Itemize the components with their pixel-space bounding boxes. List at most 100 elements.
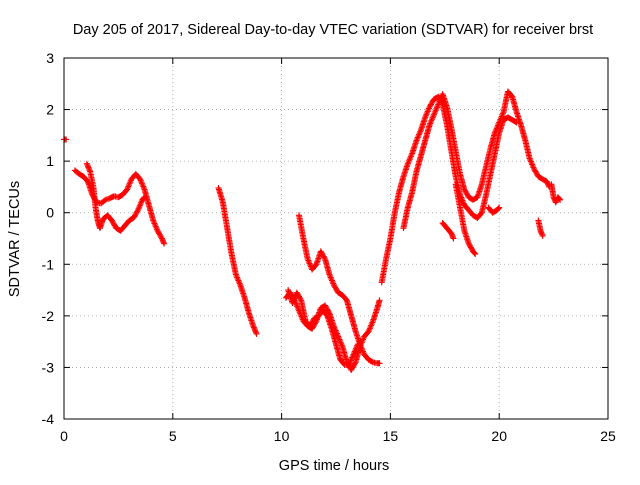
sample-markers <box>383 236 394 261</box>
data-points <box>61 88 564 374</box>
sample-markers <box>487 151 498 176</box>
sample-markers <box>509 95 520 114</box>
sample-markers <box>72 168 82 177</box>
grid-lines <box>64 58 608 419</box>
sample-markers <box>366 319 376 333</box>
sample-markers <box>548 182 557 199</box>
sample-markers <box>112 193 120 200</box>
sample-markers <box>92 205 101 223</box>
sample-markers <box>553 195 561 205</box>
sample-markers <box>400 206 411 230</box>
sample-markers <box>131 208 141 220</box>
sample-markers <box>496 118 507 135</box>
y-tick-label: -1 <box>42 256 55 272</box>
sample-markers <box>409 169 420 194</box>
sample-markers <box>374 298 383 310</box>
sample-markers <box>371 359 379 366</box>
series-arc-8 <box>378 93 520 286</box>
sample-markers <box>483 146 494 168</box>
sample-markers <box>300 236 311 261</box>
sample-markers <box>320 308 330 318</box>
sample-markers <box>452 149 463 176</box>
sample-markers <box>326 311 337 328</box>
sample-markers <box>462 187 472 199</box>
sample-markers <box>338 357 347 367</box>
sample-markers <box>343 361 351 368</box>
sample-markers <box>483 172 494 197</box>
y-tick-label: -2 <box>42 308 55 324</box>
sample-markers <box>479 164 489 186</box>
sample-markers <box>461 229 472 246</box>
sample-markers <box>116 192 125 200</box>
sample-markers <box>396 175 407 194</box>
sample-markers <box>331 283 341 295</box>
sample-markers <box>318 249 328 261</box>
sample-markers <box>400 162 411 179</box>
sample-markers <box>242 296 252 315</box>
axis-ticks: 0 5 10 15 20 25 -4 -3 -2 -1 0 1 2 3 <box>42 50 616 444</box>
sample-markers <box>77 171 86 179</box>
series-arc-3 <box>83 160 148 234</box>
sample-markers <box>348 314 359 333</box>
sample-markers <box>327 273 337 287</box>
x-tick-label: 25 <box>600 428 616 444</box>
sample-markers <box>466 194 475 203</box>
sample-markers <box>237 283 248 300</box>
sample-markers <box>322 257 333 277</box>
sample-markers <box>448 149 459 179</box>
sample-markers <box>444 105 455 130</box>
sample-markers <box>62 136 69 143</box>
sample-markers <box>366 357 375 365</box>
sample-markers <box>378 257 389 284</box>
sample-markers <box>346 353 356 367</box>
sample-markers <box>531 167 541 179</box>
sample-markers <box>127 215 136 223</box>
series-arc-12 <box>485 204 503 216</box>
sample-markers <box>527 157 537 171</box>
sample-markers <box>250 324 260 336</box>
series-arc-9 <box>400 88 553 232</box>
sample-markers <box>362 352 371 362</box>
sample-markers <box>329 327 339 346</box>
series-arc-13 <box>535 217 546 239</box>
sample-markers <box>544 180 552 189</box>
sample-markers <box>418 115 428 132</box>
sample-markers <box>375 360 382 367</box>
sample-markers <box>294 290 304 303</box>
series-arc-6 <box>296 212 383 367</box>
sample-markers <box>535 218 544 233</box>
sample-markers <box>409 138 420 155</box>
sample-markers <box>133 172 143 182</box>
sample-markers <box>87 170 97 189</box>
sample-markers <box>135 198 145 212</box>
sample-markers <box>471 212 480 221</box>
plot-frame <box>63 57 609 420</box>
sample-markers <box>331 324 341 339</box>
sample-markers <box>335 334 345 349</box>
sample-markers <box>462 203 471 213</box>
series-arc-11 <box>452 181 479 257</box>
y-axis-label: SDTVAR / TECUs <box>7 181 23 297</box>
sample-markers <box>387 211 398 240</box>
sample-markers <box>487 131 498 150</box>
x-tick-label: 10 <box>274 428 290 444</box>
series-arc-14 <box>548 181 564 206</box>
sample-markers <box>457 172 467 192</box>
sample-markers <box>422 105 432 119</box>
sample-markers <box>353 329 363 346</box>
x-tick-label: 15 <box>383 428 399 444</box>
sample-markers <box>120 187 130 197</box>
sample-markers <box>140 195 147 202</box>
sample-markers <box>457 193 467 207</box>
sample-markers <box>538 229 546 238</box>
sample-markers <box>224 226 235 256</box>
series-arc-2 <box>71 167 168 247</box>
sample-markers <box>522 139 533 161</box>
sample-markers <box>296 213 307 240</box>
sample-markers <box>422 123 433 143</box>
sample-markers <box>518 123 528 143</box>
sample-markers <box>322 303 332 315</box>
sample-markers <box>141 187 152 207</box>
sample-markers <box>418 138 428 158</box>
